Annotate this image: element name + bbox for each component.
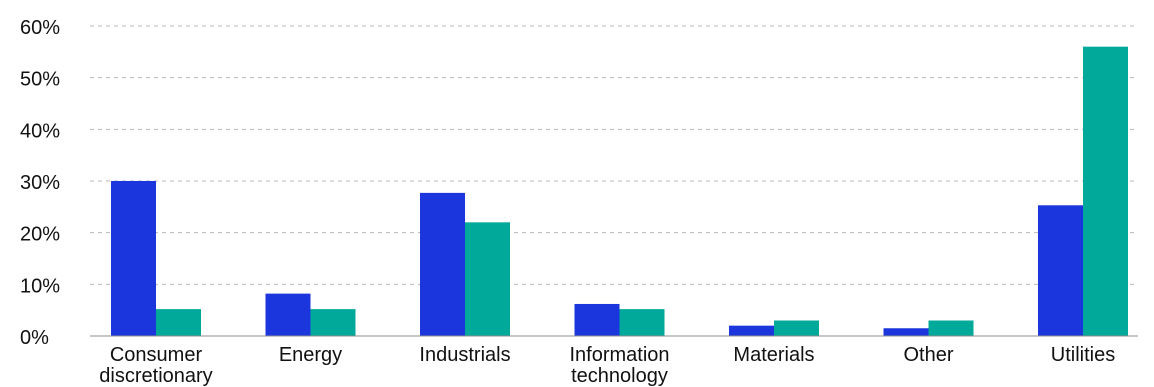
bar-blue-2: [420, 192, 465, 336]
x-category-label: Information technology: [569, 344, 669, 387]
bar-blue-0: [111, 181, 156, 336]
x-category-label: Consumer discretionary: [99, 344, 212, 387]
y-tick-label: 20%: [20, 224, 60, 246]
x-category-label: Other: [903, 344, 953, 366]
y-axis-tick-labels: 0% 10% 20% 30% 40% 50% 60%: [20, 17, 60, 349]
x-category-label: Utilities: [1051, 344, 1115, 366]
gridlines: [90, 25, 1138, 285]
y-tick-label: 10%: [20, 275, 60, 297]
bar-blue-4: [729, 325, 774, 336]
bar-teal-0: [156, 309, 201, 336]
y-tick-label: 50%: [20, 69, 60, 91]
bar-teal-4: [774, 320, 819, 336]
y-tick-label: 40%: [20, 120, 60, 142]
x-category-label: Materials: [733, 344, 814, 366]
bars: [111, 46, 1128, 337]
x-axis-category-labels: Consumer discretionary Energy Industrials In…: [99, 344, 1115, 387]
bar-teal-6: [1083, 46, 1128, 337]
bar-teal-3: [619, 309, 665, 336]
x-category-label: Industrials: [419, 344, 510, 366]
bar-teal-2: [465, 222, 510, 336]
y-tick-label: 30%: [20, 172, 60, 194]
bar-blue-3: [574, 303, 620, 336]
bar-blue-1: [265, 293, 311, 336]
bar-teal-5: [928, 320, 974, 336]
bar-teal-1: [310, 309, 356, 336]
y-tick-label: 60%: [20, 17, 60, 39]
bar-blue-5: [883, 328, 929, 336]
y-tick-label: 0%: [20, 327, 49, 349]
bar-blue-6: [1038, 205, 1083, 336]
x-category-label: Energy: [279, 344, 342, 366]
